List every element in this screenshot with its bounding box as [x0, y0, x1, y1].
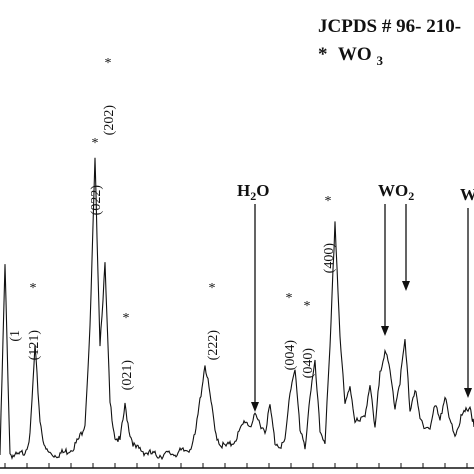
peak-label-text: (021)	[120, 360, 135, 391]
peak-label-star: *	[123, 311, 130, 326]
peak-label: (222) *	[206, 281, 221, 360]
peak-label: (202) *	[102, 56, 117, 135]
peak-labels: (1 (121)*(022)*(202)*(021)*(222)*(004)*(0…	[8, 56, 337, 390]
legend-label: WO	[338, 44, 372, 65]
peak-label-star: *	[30, 281, 37, 296]
peak-label-text: (022)	[89, 185, 104, 216]
wo2-arrowhead	[381, 326, 389, 336]
peak-label: (021) *	[120, 311, 135, 390]
legend-entry-wo3: * WO 3	[318, 44, 383, 68]
peak-label-text: (222)	[206, 330, 221, 361]
peak-label-star: *	[286, 291, 293, 306]
legend-label-subscript: 3	[376, 53, 383, 68]
peak-label-star: *	[325, 194, 332, 209]
annotations: H2O WO2 W	[237, 181, 474, 412]
peak-label-text: (400)	[322, 243, 337, 274]
peak-label-text: (040)	[301, 348, 316, 379]
peak-label-text: (004)	[283, 340, 298, 371]
peak-label: (004) *	[283, 291, 298, 370]
peak-label-star: *	[105, 56, 112, 71]
svg-text:* WO 3: * WO 3	[318, 44, 383, 68]
w-partial-label: W	[460, 185, 474, 204]
x-axis-ticks	[4, 463, 468, 468]
wo2-label: WO2	[378, 181, 414, 203]
wo2-arrowhead	[402, 281, 410, 291]
peak-label: (022) *	[89, 136, 104, 215]
peak-label: (121) *	[27, 281, 42, 360]
w-partial-arrowhead	[464, 388, 472, 398]
peak-label-text: (1	[8, 330, 23, 342]
series-line	[0, 157, 474, 461]
chart-title: JCPDS # 96- 210-	[318, 16, 461, 37]
peak-label-text: (202)	[102, 105, 117, 136]
peak-label-star: *	[92, 136, 99, 151]
peak-label: (400) *	[322, 194, 337, 273]
peak-label-star: *	[209, 281, 216, 296]
h2o-arrowhead	[251, 402, 259, 412]
peak-label-text: (121)	[27, 330, 42, 361]
peak-label: (040) *	[301, 299, 316, 378]
legend-marker: *	[318, 44, 328, 65]
peak-label: (1	[8, 330, 23, 342]
peak-label-star: *	[304, 299, 311, 314]
h2o-label: H2O	[237, 181, 269, 203]
